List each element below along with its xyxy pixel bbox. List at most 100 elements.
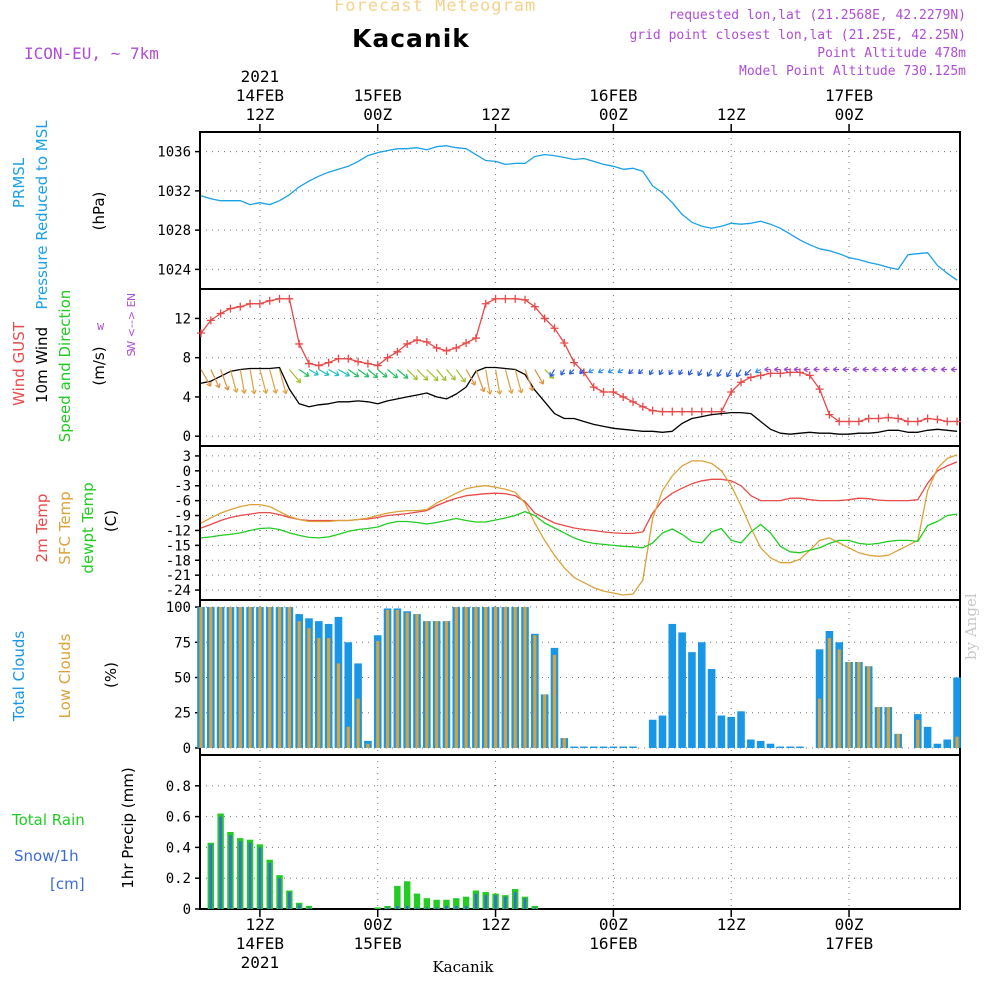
bottom-time-label: 2021 [241, 953, 280, 972]
wind-direction-arrow [862, 366, 869, 373]
wind-direction-arrow [229, 369, 239, 393]
low-clouds-bar [199, 607, 203, 748]
gust-marker [756, 371, 765, 380]
wind-direction-arrow [549, 369, 556, 378]
low-clouds-bar [219, 607, 223, 748]
gust-marker [737, 378, 746, 387]
y-tick-label: 0 [183, 902, 191, 918]
gust-marker [363, 359, 372, 368]
low-clouds-bar [209, 607, 213, 748]
total-clouds-bar [766, 743, 775, 748]
snow-bar [415, 907, 419, 909]
wind-direction-arrow [607, 368, 614, 374]
gust-marker [766, 369, 775, 378]
gust-marker [393, 347, 402, 356]
gust-marker [314, 361, 323, 370]
wind-direction-arrow [465, 369, 476, 386]
gust-series-line [200, 298, 958, 423]
wind-direction-arrow [597, 368, 604, 374]
y-tick-label: -12 [166, 523, 191, 539]
gust-marker [658, 407, 667, 416]
y-tick-label: 50 [174, 671, 191, 687]
wind-direction-arrow [436, 369, 447, 382]
total-clouds-bar [570, 746, 578, 748]
top-time-label: 00Z [835, 105, 864, 124]
total-rain-label: Total Rain [11, 811, 85, 829]
y-tick-label: 25 [174, 706, 191, 722]
wind-direction-arrow [220, 369, 230, 391]
panel-temperature: -24-21-18-15-12-9-6-303 [166, 445, 961, 601]
low-clouds-bar [346, 726, 350, 748]
low-clouds-bar [896, 733, 900, 748]
temp-unit-label: (C) [102, 510, 120, 532]
snow-bar [248, 842, 252, 909]
total-clouds-bar [796, 746, 804, 748]
gust-marker [746, 373, 755, 382]
gust-marker [648, 406, 657, 415]
snow-bar [209, 844, 213, 909]
low-clouds-bar [837, 649, 841, 748]
y-tick-label: 1032 [157, 184, 191, 200]
rain-bar [394, 885, 401, 909]
wind-direction-arrow [901, 366, 908, 373]
low-clouds-bar [297, 621, 301, 748]
wind-direction-arrow [495, 369, 503, 395]
y-tick-label: 0.4 [166, 840, 191, 856]
point-altitude: Point Altitude 478m [817, 46, 966, 61]
compass-north-label: N [125, 293, 138, 301]
low-clouds-bar [435, 621, 439, 748]
wind-direction-arrow [793, 366, 800, 373]
snow-bar [288, 892, 291, 909]
total-clouds-bar [668, 623, 677, 748]
wind-direction-arrow [744, 369, 752, 376]
wind-10m-label: 10m Wind [33, 327, 51, 403]
wind-direction-arrow [754, 368, 761, 374]
low-clouds-bar [867, 666, 871, 748]
y-tick-label: 4 [183, 390, 191, 406]
gust-marker [560, 338, 569, 347]
wind-direction-arrow [813, 366, 820, 373]
snow-bar [474, 893, 478, 909]
low-clouds-bar [415, 614, 419, 748]
y-tick-label: 0.2 [166, 871, 191, 887]
y-tick-label: 1028 [157, 223, 191, 239]
temp-sfc-label: SFC Temp [56, 491, 74, 564]
top-time-label: 17FEB [825, 86, 873, 105]
low-clouds-bar [523, 607, 527, 748]
gust-marker [255, 299, 264, 308]
total-clouds-label: Total Clouds [10, 631, 28, 723]
gust-marker [884, 413, 893, 422]
gust-marker [697, 407, 706, 416]
wind-direction-arrow [298, 369, 310, 377]
rain-bar [443, 899, 450, 909]
bottom-time-label: 00Z [835, 915, 864, 934]
gust-marker [550, 324, 559, 333]
bottom-time-label: 16FEB [589, 934, 637, 953]
gust-marker [373, 361, 382, 370]
wind-direction-arrow [568, 369, 575, 375]
panel-wind: 0 4 8 12 [174, 288, 961, 447]
wind-direction-arrow [534, 369, 545, 385]
y-tick-label: 8 [183, 351, 191, 367]
gust-marker [933, 415, 942, 424]
y-tick-label: -15 [166, 538, 191, 554]
temp2m-series-line [200, 461, 958, 535]
rain-bar [384, 905, 391, 909]
wind-direction-arrow [249, 369, 257, 395]
low-clouds-bar [385, 609, 390, 748]
snow-bar [513, 892, 517, 909]
wind-direction-arrow [842, 366, 849, 373]
y-tick-label: 75 [174, 635, 191, 651]
gust-marker [943, 417, 952, 426]
y-tick-label: 0 [183, 741, 191, 757]
y-tick-label: -24 [166, 583, 191, 599]
total-clouds-bar [953, 677, 961, 748]
gust-marker [530, 302, 539, 311]
gust-marker [236, 302, 245, 311]
y-tick-label: 1036 [157, 145, 191, 161]
rain-bar [413, 893, 421, 909]
gust-marker [383, 353, 392, 362]
gust-marker [923, 414, 932, 423]
gust-marker [413, 336, 422, 345]
